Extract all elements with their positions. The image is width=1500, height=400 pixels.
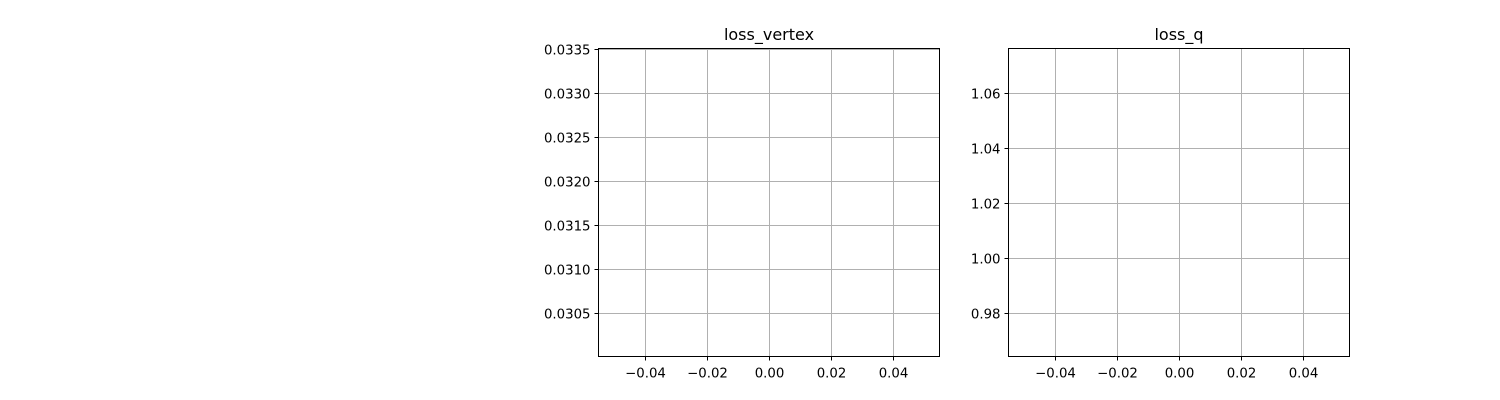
y-tick-label: 0.98: [971, 308, 1001, 323]
x-tick-label: 0.02: [1227, 367, 1257, 382]
x-tick-label: −0.04: [625, 367, 666, 382]
y-tick-label: 0.0325: [544, 132, 591, 147]
x-tick-label: 0.04: [879, 367, 909, 382]
y-tick-label: 0.0330: [544, 88, 591, 103]
y-tick-label: 0.0310: [544, 264, 591, 279]
x-tick-label: −0.02: [687, 367, 728, 382]
x-tick-label: −0.04: [1035, 367, 1076, 382]
chart-loss-q: loss_q −0.04 −0.02 0.00 0.02 0.04 0.98 1.00 1.0…: [971, 25, 1350, 382]
y-tick-label: 0.0320: [544, 176, 591, 191]
x-tick-label: 0.04: [1289, 367, 1319, 382]
y-tick-label: 0.0335: [544, 44, 591, 59]
y-tick-label: 1.00: [971, 253, 1001, 268]
x-tick-label: 0.02: [817, 367, 847, 382]
x-tick-label: 0.00: [1165, 367, 1195, 382]
chart-loss-vertex: loss_vertex −0.04 −0.02 0.00 0.02 0.04 0.0305…: [544, 25, 940, 382]
y-tick-label: 1.06: [971, 88, 1001, 103]
chart-title: loss_q: [1154, 25, 1203, 45]
chart-title: loss_vertex: [724, 25, 814, 45]
y-tick-label: 0.0305: [544, 308, 591, 323]
y-tick-label: 1.02: [971, 198, 1001, 213]
y-tick-label: 1.04: [971, 143, 1001, 158]
y-tick-label: 0.0315: [544, 220, 591, 235]
x-tick-label: 0.00: [755, 367, 785, 382]
x-tick-label: −0.02: [1097, 367, 1138, 382]
